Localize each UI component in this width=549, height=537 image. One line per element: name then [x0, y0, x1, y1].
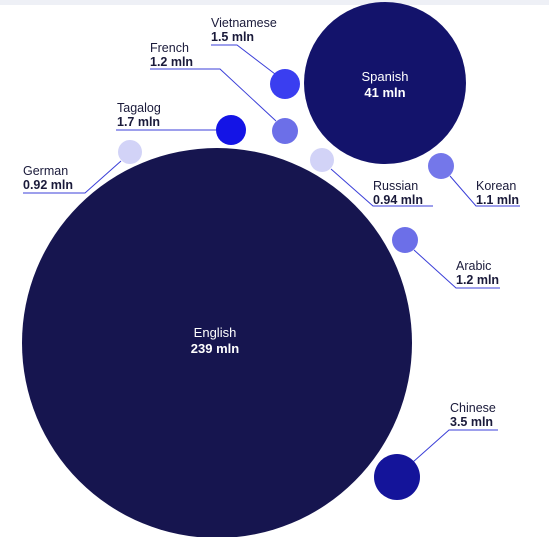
bubble-value-tagalog: 1.7 mln: [117, 115, 160, 129]
bubble-value-vietnamese: 1.5 mln: [211, 30, 254, 44]
bubble-label-tagalog: Tagalog: [117, 101, 161, 115]
leader-line-vietnamese: [211, 44, 276, 75]
leader-line-korean: [449, 175, 520, 207]
bubble-russian: [310, 148, 334, 172]
bubble-value-chinese: 3.5 mln: [450, 415, 493, 429]
bubble-label-chinese: Chinese: [450, 401, 496, 415]
top-strip: [0, 0, 549, 5]
leader-line-russian: [330, 168, 433, 207]
bubble-label-german: German: [23, 164, 68, 178]
bubble-value-korean: 1.1 mln: [476, 193, 519, 207]
bubble-value-french: 1.2 mln: [150, 55, 193, 69]
bubble-label-russian: Russian: [373, 179, 418, 193]
bubble-label-english: English: [194, 325, 237, 340]
bubble-value-russian: 0.94 mln: [373, 193, 423, 207]
bubble-korean: [428, 153, 454, 179]
bubble-german: [118, 140, 142, 164]
bubble-value-arabic: 1.2 mln: [456, 273, 499, 287]
leader-line-german: [23, 160, 122, 194]
bubble-value-german: 0.92 mln: [23, 178, 73, 192]
bubble-label-spanish: Spanish: [362, 69, 409, 84]
bubble-label-korean: Korean: [476, 179, 516, 193]
bubble-label-vietnamese: Vietnamese: [211, 16, 277, 30]
leader-lines: [23, 44, 520, 463]
leader-line-french: [150, 68, 277, 122]
bubble-label-arabic: Arabic: [456, 259, 491, 273]
bubble-vietnamese: [270, 69, 300, 99]
bubble-arabic: [392, 227, 418, 253]
bubble-tagalog: [216, 115, 246, 145]
bubble-chinese: [374, 454, 420, 500]
leader-line-chinese: [412, 429, 498, 463]
bubbles: [22, 2, 466, 537]
bubble-label-french: French: [150, 41, 189, 55]
bubble-spanish: [304, 2, 466, 164]
leader-line-arabic: [413, 249, 500, 289]
bubble-value-spanish: 41 mln: [364, 85, 405, 100]
bubble-french: [272, 118, 298, 144]
bubble-english: [22, 148, 412, 537]
bubble-value-english: 239 mln: [191, 341, 239, 356]
